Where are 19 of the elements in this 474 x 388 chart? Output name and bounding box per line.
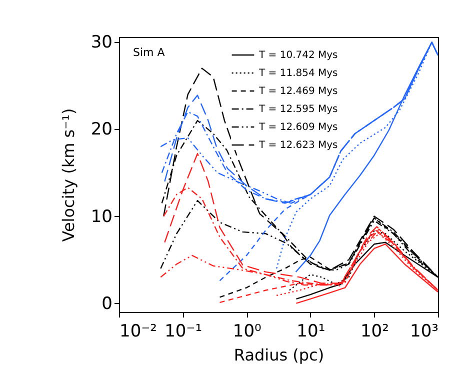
legend-label: T = 12.469 Mys (258, 86, 338, 97)
x-tick-label: 10⁻¹ (164, 322, 202, 342)
legend-label: T = 10.742 Mys (258, 50, 338, 61)
legend-label: T = 12.609 Mys (258, 122, 338, 133)
legend-label: T = 12.623 Mys (258, 140, 338, 151)
y-tick-label: 0 (102, 294, 112, 314)
x-tick-label: 10⁻² (120, 322, 157, 342)
y-tick-label: 20 (90, 120, 112, 140)
legend-label: T = 12.595 Mys (258, 104, 338, 115)
y-axis-title: Velocity (km s⁻¹) (58, 108, 78, 242)
legend-label: T = 11.854 Mys (258, 68, 338, 79)
x-axis-title: Radius (pc) (234, 346, 324, 364)
y-tick-label: 10 (90, 206, 112, 227)
x-tick-label: 10⁰ (232, 322, 262, 342)
x-tick-label: 10¹ (296, 322, 326, 342)
annotation: Sim A (133, 46, 166, 59)
x-tick-label: 10³ (410, 322, 438, 342)
x-tick-label: 10² (360, 322, 389, 342)
y-tick-label: 30 (90, 32, 112, 53)
